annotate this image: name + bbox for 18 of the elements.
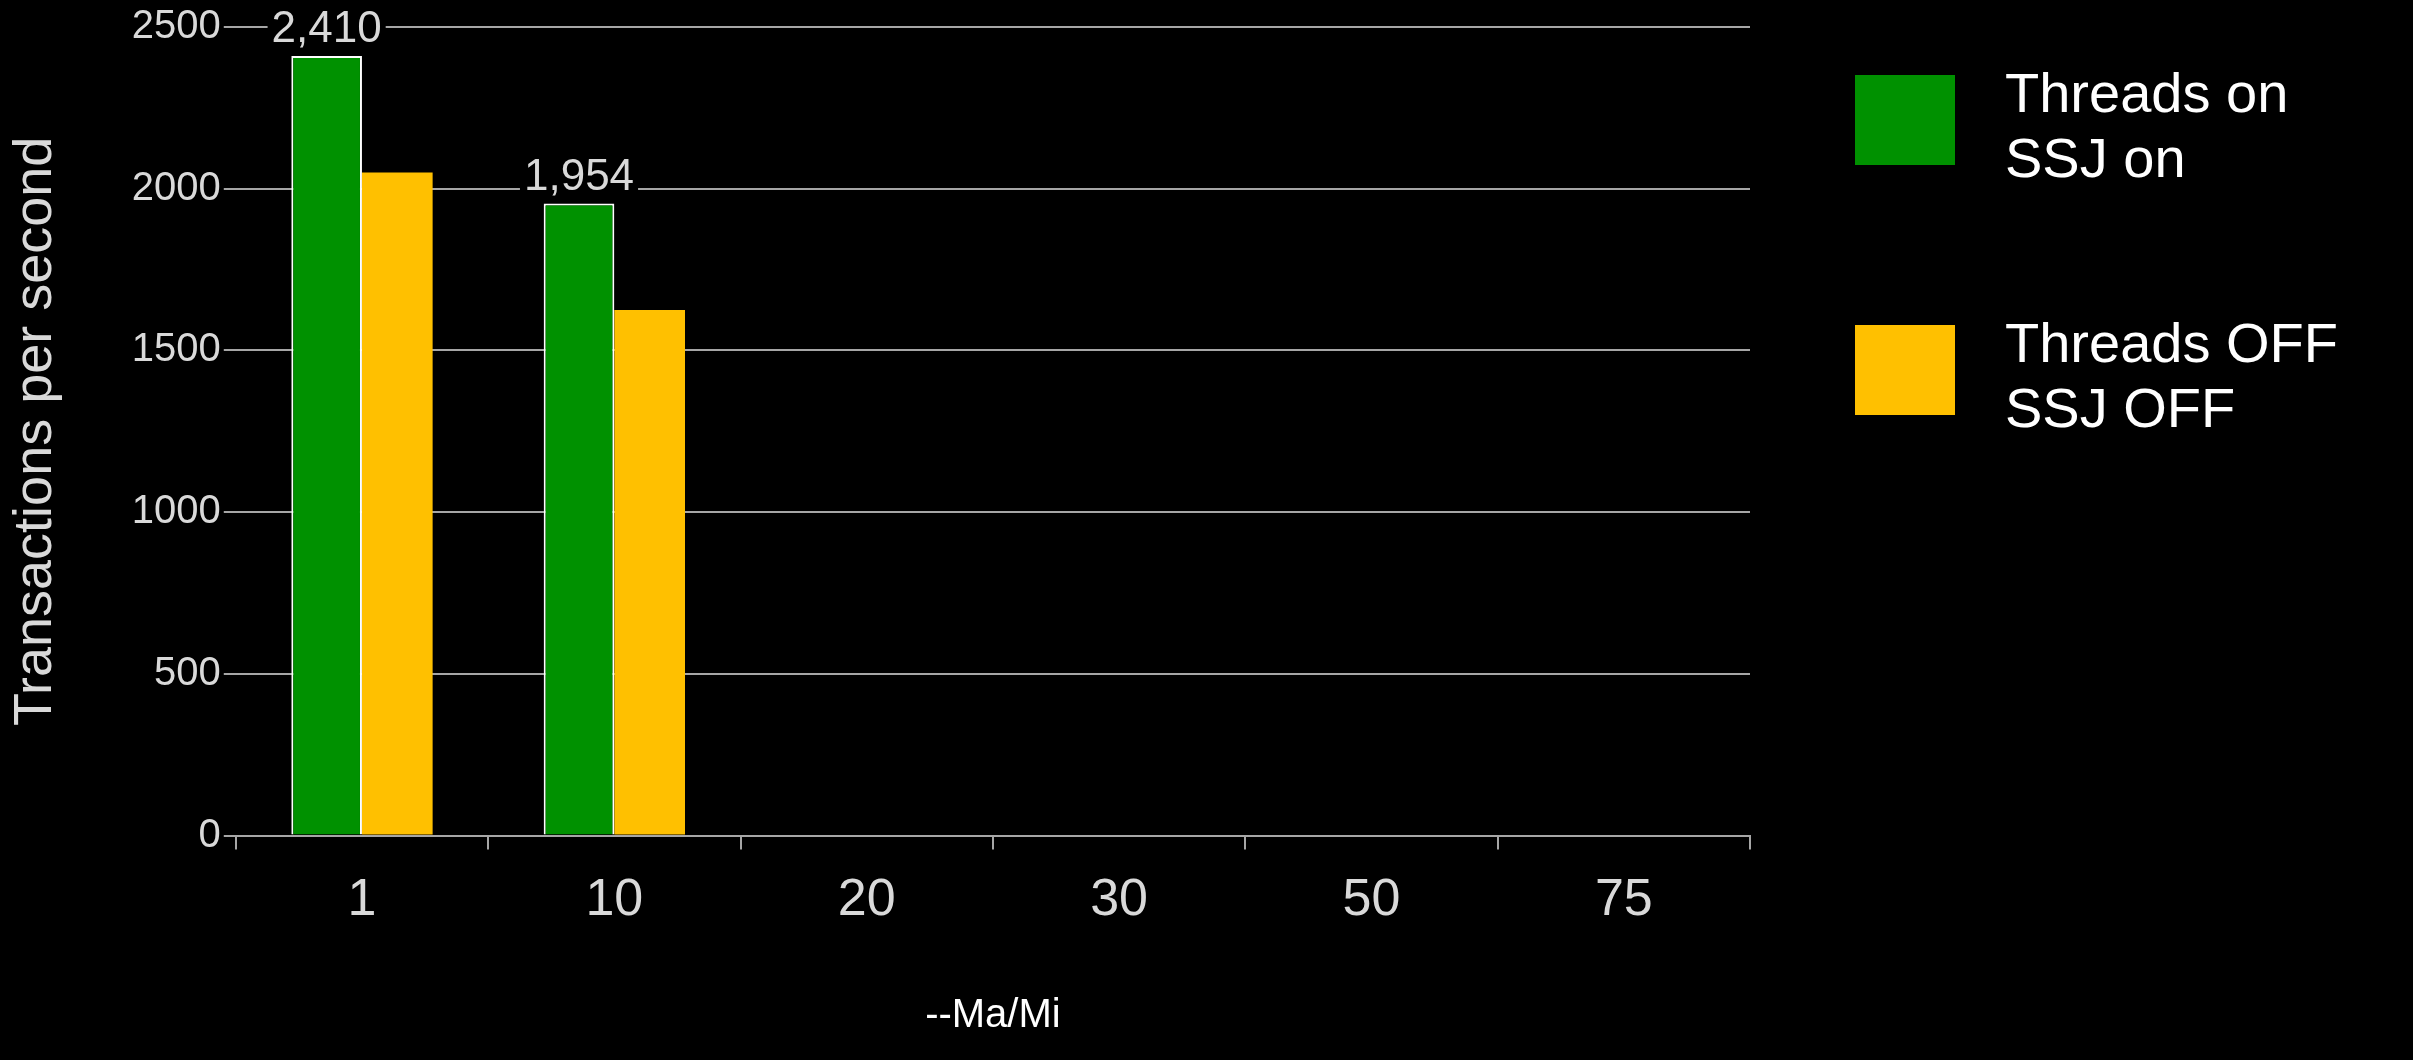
y-tick-label: 500 <box>154 648 221 693</box>
x-tick-label: 50 <box>1342 868 1401 927</box>
x-tick-label: 30 <box>1090 868 1148 927</box>
y-tick-label: 2000 <box>131 163 221 208</box>
x-tick-label: 10 <box>585 868 644 927</box>
x-axis-title: --Ma/Mi <box>925 991 1061 1036</box>
legend-label: Threads on SSJ on <box>2005 60 2290 190</box>
data-label: 2,410 <box>271 2 382 52</box>
x-tick-label: 75 <box>1594 868 1653 927</box>
y-tick-label: 1500 <box>131 325 221 370</box>
y-tick-label: 0 <box>198 810 221 855</box>
y-tick-label: 1000 <box>131 487 221 532</box>
data-label: 1,954 <box>523 149 635 199</box>
y-tick-label: 2500 <box>131 2 221 47</box>
x-tick-label: 1 <box>347 868 377 927</box>
y-axis-title: Transactions per second <box>2 136 63 726</box>
legend-label: Threads OFF SSJ OFF <box>2005 310 2339 440</box>
x-tick-label: 20 <box>837 868 896 927</box>
